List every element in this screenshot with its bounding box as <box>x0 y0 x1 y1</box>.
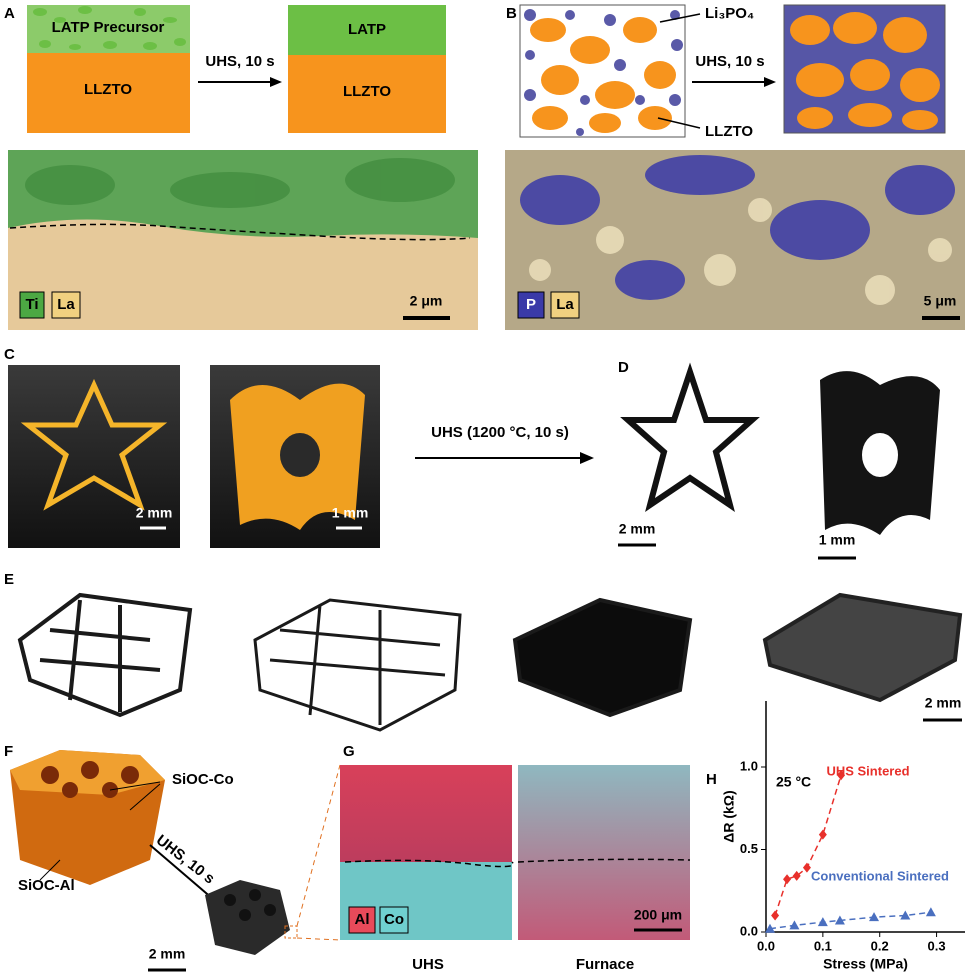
data-point <box>792 870 801 881</box>
legend-label: La <box>57 296 75 313</box>
sem-image-b <box>505 150 965 330</box>
scale-bar-label: 2 mm <box>136 505 173 521</box>
data-point <box>818 829 827 840</box>
legend-label: Co <box>384 911 404 928</box>
data-point <box>802 862 811 873</box>
data-point <box>900 910 911 920</box>
panel-labels: A B C D E F G H <box>4 5 717 788</box>
photo-c <box>8 365 594 548</box>
label: Li₃PO₄ <box>705 5 754 22</box>
photo-f <box>10 750 341 972</box>
legend-label: Ti <box>25 296 38 313</box>
scale-bar-label: 1 mm <box>332 505 369 521</box>
panel-label: B <box>506 5 517 22</box>
lattice-photos <box>17 592 963 732</box>
data-point <box>771 910 780 921</box>
panel-a-schematic <box>27 5 446 133</box>
scale-bar-label: 2 μm <box>410 293 443 309</box>
scale-bar-label: 200 μm <box>634 907 682 923</box>
label: UHS, 10 s <box>205 53 274 70</box>
data-point <box>764 923 775 933</box>
panel-label: C <box>4 346 15 363</box>
chart-h: 0.0 0.1 0.2 0.3 0.0 0.5 1.0 Stress (MPa) ΔR (kΩ)… <box>721 701 965 972</box>
label: UHS, 10 s <box>695 53 764 70</box>
label: UHS (1200 °C, 10 s) <box>431 424 569 441</box>
y-axis-title: ΔR (kΩ) <box>721 790 737 842</box>
panel-label: E <box>4 571 14 588</box>
panel-label: F <box>4 743 13 760</box>
x-tick-label: 0.2 <box>871 938 889 953</box>
eds-maps <box>340 765 691 940</box>
panel-b-schematic <box>519 4 946 138</box>
panel-label: G <box>343 743 355 760</box>
legend-label: P <box>526 296 536 313</box>
panel-label: D <box>618 359 629 376</box>
label: UHS, 10 s <box>153 832 218 888</box>
legend-label: La <box>556 296 574 313</box>
scale-bar-label: 1 mm <box>819 532 856 548</box>
y-tick-label: 0.5 <box>740 841 758 856</box>
x-tick-label: 0.1 <box>814 938 832 953</box>
photo-d <box>618 362 940 560</box>
annotation: 25 °C <box>776 774 811 790</box>
caption: UHS <box>412 956 444 973</box>
label: LLZTO <box>84 81 132 98</box>
data-point <box>925 907 936 917</box>
data-point <box>869 912 880 922</box>
x-tick-label: 0.3 <box>928 938 946 953</box>
x-tick-label: 0.0 <box>757 938 775 953</box>
panel-label: A <box>4 5 15 22</box>
label: LLZTO <box>705 123 753 140</box>
legend-label: UHS Sintered <box>826 763 909 778</box>
panel-label: H <box>706 771 717 788</box>
data-point <box>834 915 845 925</box>
data-point <box>789 920 800 930</box>
data-point <box>783 874 792 885</box>
scale-bar-label: 5 μm <box>924 293 957 309</box>
legend-label: Al <box>355 911 370 928</box>
y-tick-label: 1.0 <box>740 758 758 773</box>
label: SiOC-Co <box>172 771 234 788</box>
y-tick-label: 0.0 <box>740 923 758 938</box>
sem-image-a <box>8 150 478 330</box>
label: SiOC-Al <box>18 877 75 894</box>
scale-bar-label: 2 mm <box>149 946 186 962</box>
series-line <box>774 775 842 916</box>
label: LATP Precursor <box>52 19 165 36</box>
data-point <box>817 917 828 927</box>
scale-bar-label: 2 mm <box>619 521 656 537</box>
caption: Furnace <box>576 956 634 973</box>
x-axis-title: Stress (MPa) <box>823 956 908 972</box>
scale-bar-label: 2 mm <box>925 695 962 711</box>
legend-label: Conventional Sintered <box>811 868 949 883</box>
data-point <box>837 770 846 781</box>
label: LLZTO <box>343 83 391 100</box>
label: LATP <box>348 21 386 38</box>
